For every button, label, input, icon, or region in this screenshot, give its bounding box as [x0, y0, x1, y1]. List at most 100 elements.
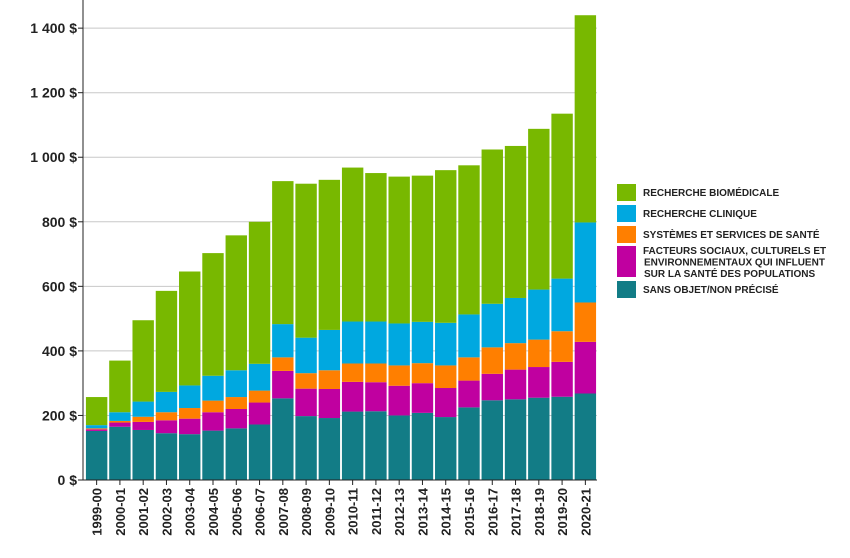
- bar-segment: [155, 420, 178, 434]
- x-tick-label: 2001-02: [136, 488, 151, 536]
- bar-segment: [458, 314, 480, 358]
- y-tick-label: 1 000 $: [30, 149, 77, 165]
- bar-segment: [504, 145, 527, 298]
- bar-segment: [551, 396, 573, 480]
- bar-segment: [85, 397, 108, 426]
- x-tick-label: 2006-07: [253, 488, 268, 536]
- bar-segment: [481, 373, 503, 401]
- bar-segment: [341, 411, 364, 480]
- bar-segment: [388, 385, 410, 416]
- bar-segment: [225, 428, 247, 480]
- bar-segment: [272, 370, 294, 399]
- bar-segment: [318, 418, 341, 480]
- bar-segment: [458, 407, 480, 480]
- bar-segment: [109, 420, 131, 423]
- bar-segment: [551, 331, 573, 362]
- bar-segment: [458, 165, 480, 315]
- bar-segment: [272, 181, 294, 325]
- bar-segment: [132, 416, 154, 422]
- bar-segment: [365, 173, 387, 322]
- legend-swatch: [617, 281, 636, 298]
- legend-swatch: [617, 226, 636, 243]
- bar-segment: [341, 167, 364, 322]
- bar-segment: [504, 369, 527, 400]
- bar-segment: [155, 412, 178, 421]
- bar-segment: [365, 411, 387, 480]
- bar-segment: [225, 408, 247, 429]
- bar-segment: [202, 430, 224, 480]
- bar-segment: [202, 375, 224, 401]
- bar-segment: [179, 434, 201, 480]
- legend-label: FACTEURS SOCIAUX, CULTURELS ET ENVIRONNEM…: [643, 246, 826, 280]
- bar-segment: [411, 383, 434, 413]
- x-axis-ticks: 1999-00 2000-01 2001-02 2002-03 2003-04 2004-…: [90, 480, 593, 536]
- bar-segment: [551, 113, 573, 279]
- bar-segment: [504, 343, 527, 370]
- bar-segment: [435, 417, 457, 480]
- x-tick-label: 2008-09: [299, 488, 314, 536]
- bar-segment: [481, 303, 503, 348]
- bar-segment: [295, 183, 317, 338]
- legend-label: SYSTÈMES ET SERVICES DE SANTÉ: [643, 228, 820, 241]
- bar-segment: [85, 430, 108, 480]
- bar-segment: [248, 363, 271, 391]
- legend-label: RECHERCHE CLINIQUE: [643, 209, 757, 220]
- bar-segment: [155, 433, 178, 480]
- y-tick-label: 400 $: [42, 343, 77, 359]
- y-tick-label: 0 $: [58, 472, 78, 488]
- bar-segment: [341, 381, 364, 412]
- bar-segment: [248, 424, 271, 480]
- bar-segment: [388, 365, 410, 386]
- legend-swatch: [617, 205, 636, 222]
- x-tick-label: 2012-13: [392, 488, 407, 536]
- bar-segment: [85, 429, 108, 431]
- x-tick-label: 1999-00: [90, 488, 105, 536]
- bar-segment: [155, 391, 178, 413]
- y-tick-label: 800 $: [42, 214, 77, 230]
- x-tick-label: 2013-14: [415, 487, 430, 535]
- bar-segment: [365, 363, 387, 383]
- bar-segment: [179, 271, 201, 386]
- bar-segment: [132, 320, 154, 402]
- bar-segment: [248, 221, 271, 364]
- bar-segment: [295, 373, 317, 389]
- bar-segment: [551, 278, 573, 332]
- bar-segment: [202, 253, 224, 376]
- bar-segment: [504, 297, 527, 344]
- x-tick-label: 2014-15: [439, 488, 454, 536]
- bar-segment: [574, 302, 597, 342]
- bar-segment: [435, 322, 457, 366]
- bar-segment: [341, 321, 364, 364]
- bar-segment: [388, 323, 410, 366]
- bar-segment: [411, 175, 434, 322]
- x-tick-label: 2009-10: [322, 488, 337, 536]
- bar-segment: [248, 390, 271, 403]
- x-tick-label: 2020-21: [578, 488, 593, 536]
- x-tick-label: 2015-16: [462, 488, 477, 536]
- bar-segment: [528, 397, 550, 480]
- bar-segment: [411, 321, 434, 364]
- bar-segment: [411, 363, 434, 384]
- bar-segment: [132, 401, 154, 417]
- bar-segment: [225, 397, 247, 409]
- y-axis-ticks: 0 $ 200 $ 400 $ 600 $ 800 $ 1 000 $ 1 200 $ 1 4…: [30, 20, 83, 488]
- bar-segment: [481, 400, 503, 480]
- bar-segment: [504, 399, 527, 480]
- y-tick-label: 200 $: [42, 407, 77, 423]
- bar-segment: [202, 412, 224, 431]
- bar-segment: [155, 290, 178, 392]
- bars-layer: [83, 15, 597, 481]
- legend: RECHERCHE BIOMÉDICALE RECHERCHE CLINIQUE S…: [617, 184, 826, 298]
- legend-swatch: [617, 246, 636, 277]
- x-tick-label: 2016-17: [485, 488, 500, 536]
- bar-segment: [318, 179, 341, 330]
- bar-segment: [528, 367, 550, 398]
- bar-segment: [435, 365, 457, 389]
- bar-segment: [574, 222, 597, 303]
- x-tick-label: 2011-12: [369, 488, 384, 535]
- bar-segment: [179, 385, 201, 409]
- bar-segment: [574, 393, 597, 480]
- bar-segment: [388, 176, 410, 324]
- bar-segment: [388, 415, 410, 480]
